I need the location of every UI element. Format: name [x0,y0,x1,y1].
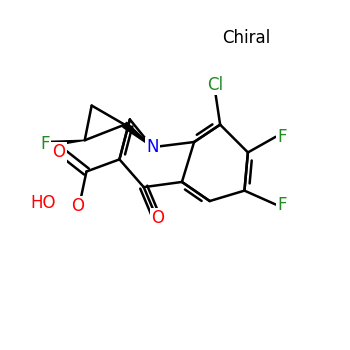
Text: Chiral: Chiral [222,29,270,47]
Polygon shape [50,140,85,146]
Text: F: F [40,135,50,153]
Text: HO: HO [30,194,56,212]
Text: O: O [71,197,84,215]
Polygon shape [123,122,153,147]
Text: Cl: Cl [207,76,223,94]
Text: O: O [52,144,65,161]
Text: O: O [151,209,164,228]
Text: N: N [146,138,159,156]
Text: F: F [277,196,287,213]
Text: F: F [277,128,287,146]
